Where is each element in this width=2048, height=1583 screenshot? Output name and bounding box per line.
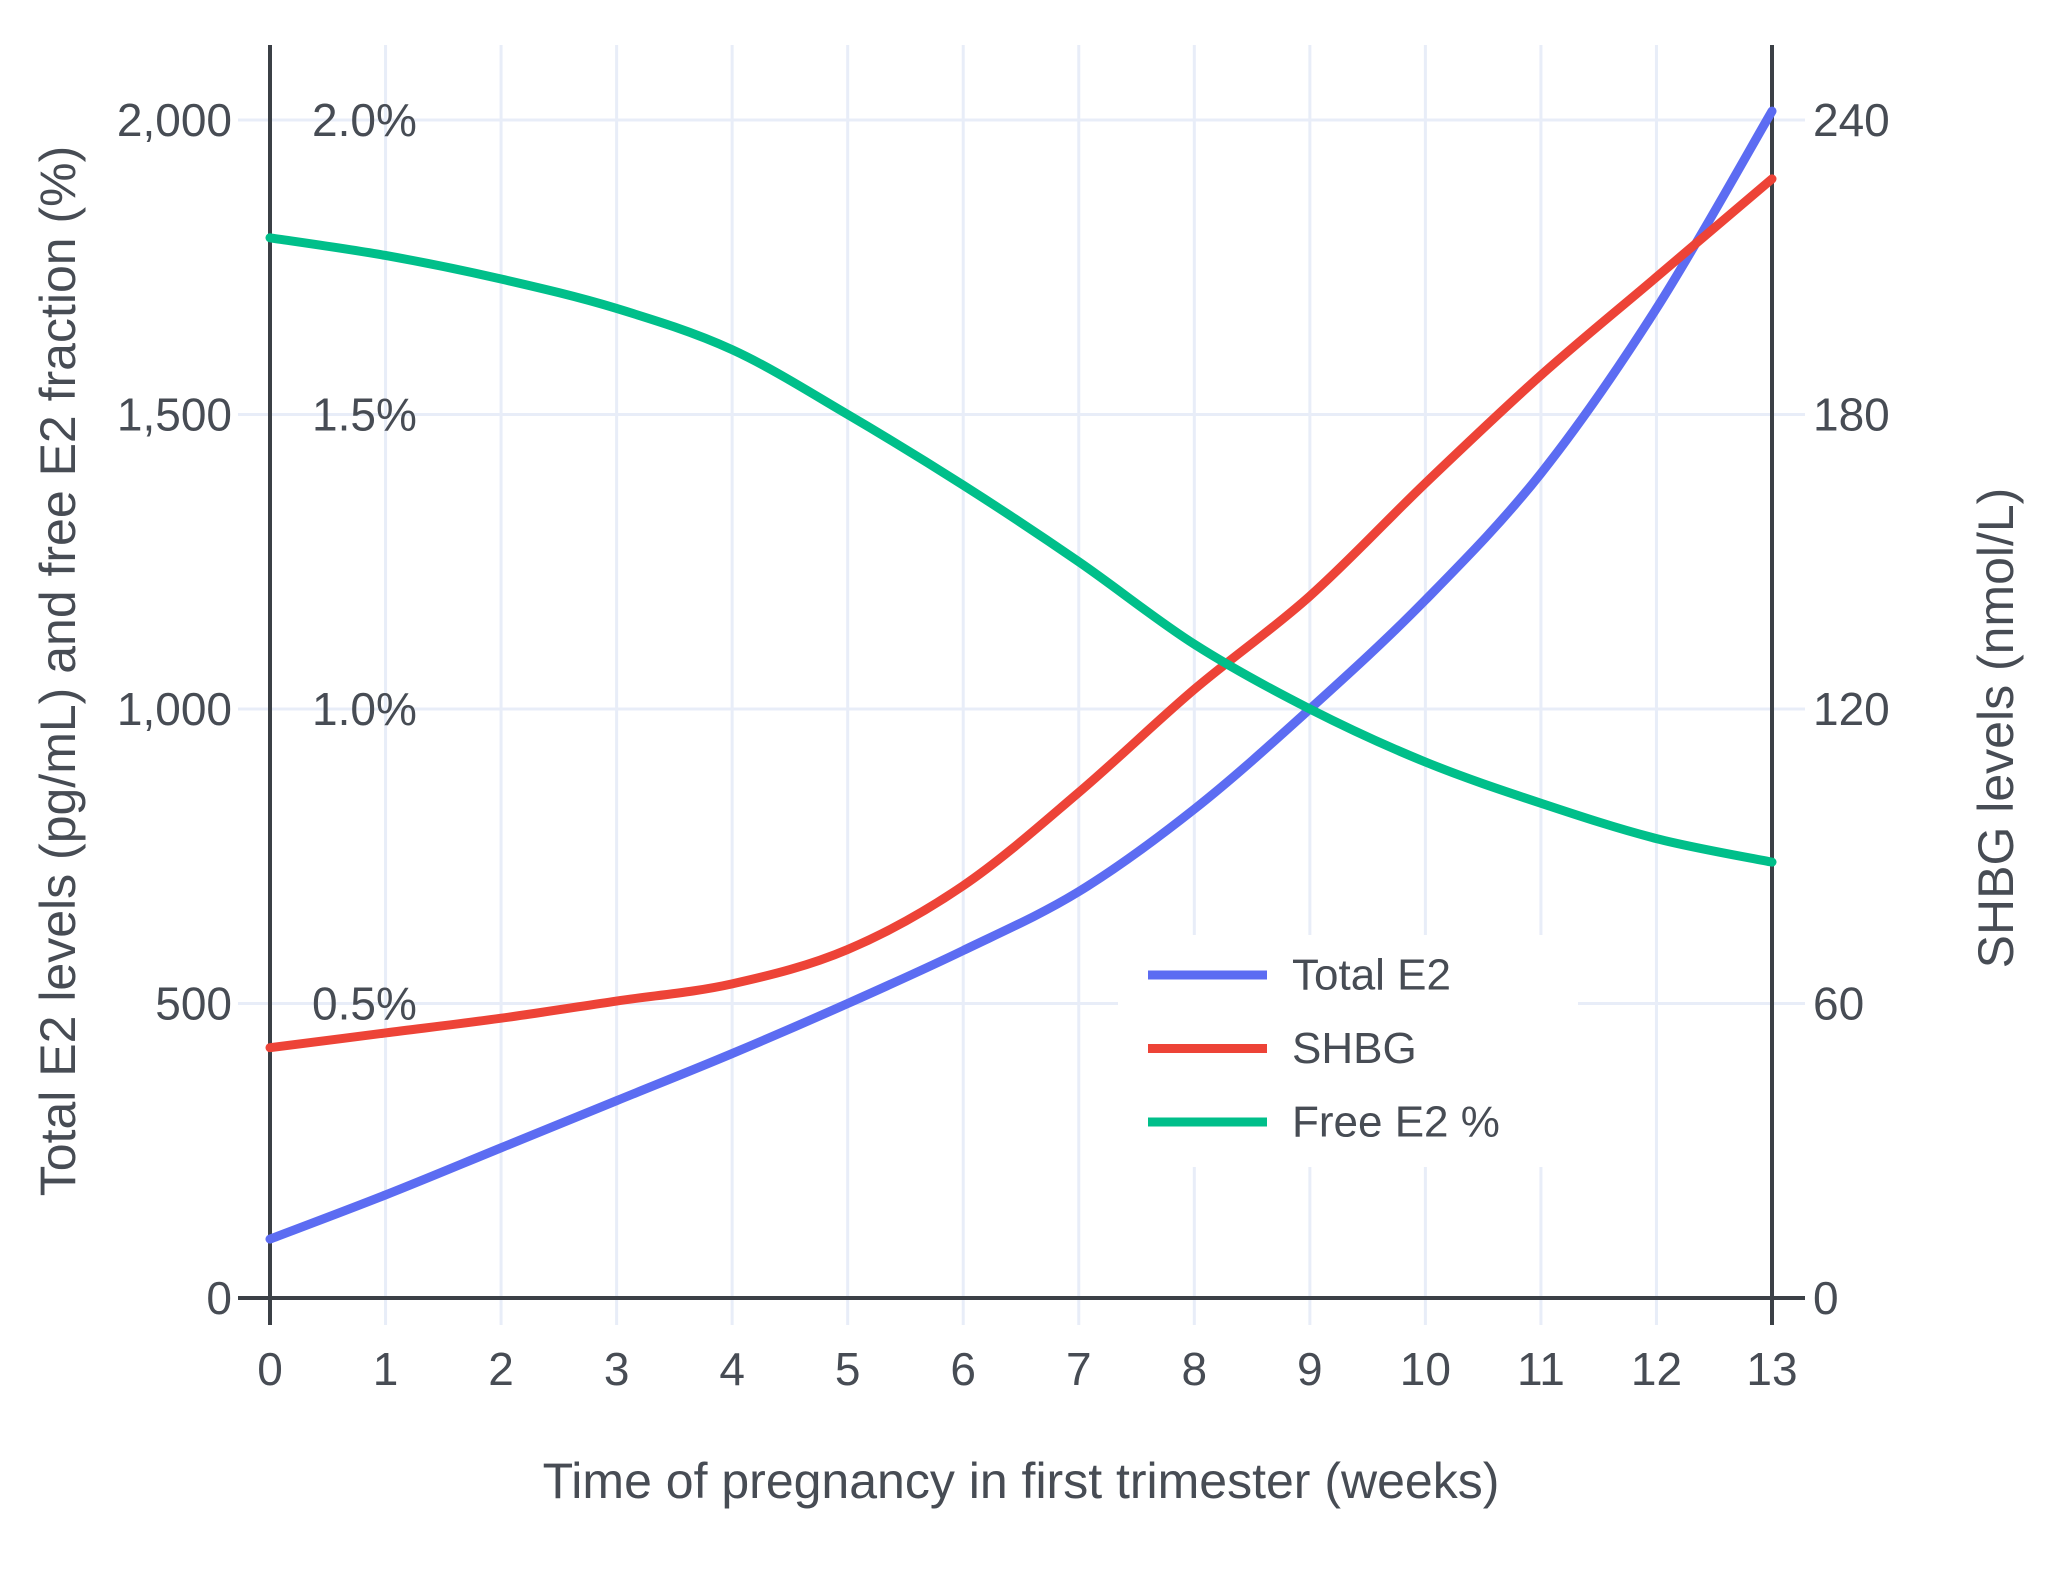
x-tick-label: 13 (1746, 1343, 1797, 1395)
x-tick-label: 8 (1182, 1343, 1208, 1395)
left-tick-label: 2,000 (117, 94, 232, 146)
left-axis-title: Total E2 levels (pg/mL) and free E2 frac… (30, 145, 86, 1197)
legend-label-free-e2-[interactable]: Free E2 % (1292, 1098, 1500, 1147)
right-tick-label: 180 (1813, 389, 1890, 441)
left-tick-label: 500 (155, 978, 232, 1030)
x-tick-label: 0 (257, 1343, 283, 1395)
x-tick-label: 10 (1400, 1343, 1451, 1395)
series-line-free-e2- (265, 233, 1777, 867)
legend-label-total-e2[interactable]: Total E2 (1292, 951, 1451, 1000)
right-axis-title: SHBG levels (nmol/L) (1968, 487, 2024, 969)
series-line-shbg (265, 174, 1777, 1053)
x-tick-label: 1 (373, 1343, 399, 1395)
x-tick-label: 5 (835, 1343, 861, 1395)
legend-label-shbg[interactable]: SHBG (1292, 1024, 1417, 1073)
x-tick-label: 3 (604, 1343, 630, 1395)
x-tick-label: 2 (488, 1343, 514, 1395)
percent-label: 1.0% (312, 683, 417, 735)
percent-label: 1.5% (312, 389, 417, 441)
left-tick-label: 1,000 (117, 683, 232, 735)
left-tick-label: 0 (206, 1272, 232, 1324)
series-line-total-e2 (265, 106, 1777, 1244)
percent-label: 2.0% (312, 94, 417, 146)
x-tick-label: 6 (950, 1343, 976, 1395)
x-axis-title: Time of pregnancy in first trimester (we… (542, 1453, 1500, 1509)
right-tick-label: 240 (1813, 94, 1890, 146)
right-tick-label: 60 (1813, 978, 1864, 1030)
x-tick-label: 7 (1066, 1343, 1092, 1395)
right-tick-label: 0 (1813, 1272, 1839, 1324)
x-tick-label: 9 (1297, 1343, 1323, 1395)
x-tick-label: 4 (719, 1343, 745, 1395)
percent-label: 0.5% (312, 978, 417, 1030)
left-tick-label: 1,500 (117, 389, 232, 441)
x-tick-label: 11 (1517, 1343, 1565, 1395)
x-tick-label: 12 (1631, 1343, 1682, 1395)
right-tick-label: 120 (1813, 683, 1890, 735)
